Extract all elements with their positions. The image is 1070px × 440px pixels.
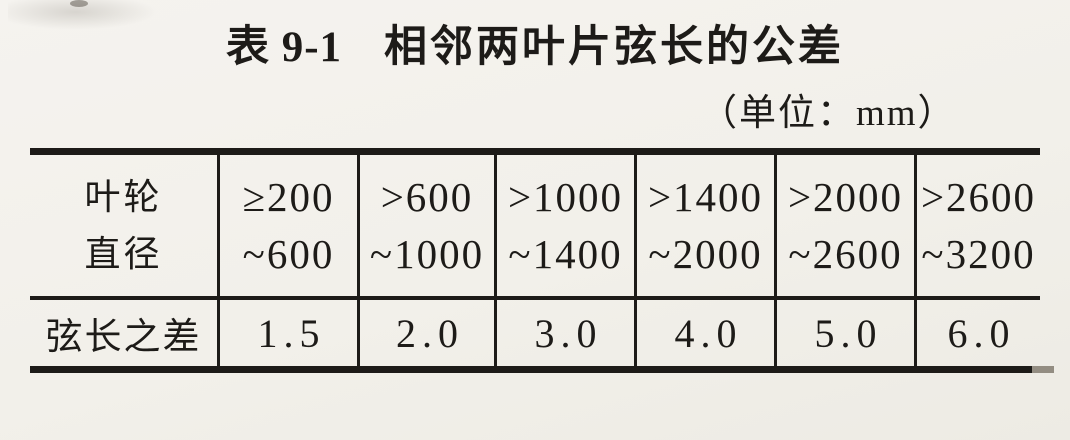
chord-difference-label: 弦长之差 bbox=[45, 317, 202, 358]
header-cell-range-2: >600 ~1000 bbox=[360, 155, 497, 296]
range-min: >600 bbox=[380, 173, 474, 220]
range-max: ~2000 bbox=[648, 230, 763, 277]
range-min: ≥200 bbox=[242, 173, 335, 220]
header-cell-range-6: >2600 ~3200 bbox=[917, 155, 1040, 296]
header-cell-range-3: >1000 ~1400 bbox=[497, 155, 637, 296]
range-max: ~1000 bbox=[369, 230, 485, 277]
impeller-diameter-line1: 叶轮 bbox=[84, 176, 163, 217]
header-cell-range-4: >1400 ~2000 bbox=[637, 155, 777, 296]
range-max: ~1400 bbox=[508, 230, 623, 277]
range-min: >1400 bbox=[647, 173, 764, 220]
row-header-chord-difference: 弦长之差 bbox=[30, 300, 220, 366]
range-max: ~3200 bbox=[921, 230, 1036, 277]
tolerance-value-6: 6.0 bbox=[947, 310, 1016, 356]
unit-note: （单位：mm） bbox=[700, 93, 957, 134]
range-max: ~2600 bbox=[788, 230, 903, 277]
header-cell-range-5: >2000 ~2600 bbox=[777, 155, 917, 296]
scan-speck bbox=[70, 0, 88, 7]
tolerance-table: 叶轮 直径 ≥200 ~600 >600 ~1000 >1000 ~1400 >… bbox=[30, 148, 1054, 373]
impeller-diameter-line2: 直径 bbox=[84, 233, 163, 274]
table-title: 表 9-1 相邻两叶片弦长的公差 bbox=[0, 12, 1070, 74]
tolerance-value-4: 4.0 bbox=[637, 300, 777, 366]
range-min: >2600 bbox=[920, 173, 1037, 220]
header-cell-range-1: ≥200 ~600 bbox=[220, 155, 360, 296]
range-max: ~600 bbox=[242, 230, 335, 277]
table-number: 表 9-1 bbox=[225, 24, 343, 71]
table-data-row: 弦长之差 1.5 2.0 3.0 4.0 5.0 6.0 bbox=[30, 300, 1040, 366]
range-min: >1000 bbox=[507, 173, 624, 220]
range-min: >2000 bbox=[787, 173, 904, 220]
tolerance-value-1: 1.5 bbox=[220, 300, 360, 366]
tolerance-value-3: 3.0 bbox=[497, 300, 637, 366]
tolerance-value-5: 5.0 bbox=[777, 300, 917, 366]
table-title-text: 相邻两叶片弦长的公差 bbox=[384, 24, 845, 71]
row-header-impeller-diameter: 叶轮 直径 bbox=[30, 155, 220, 296]
table-header-row: 叶轮 直径 ≥200 ~600 >600 ~1000 >1000 ~1400 >… bbox=[30, 155, 1040, 300]
tolerance-value-2: 2.0 bbox=[360, 300, 497, 366]
